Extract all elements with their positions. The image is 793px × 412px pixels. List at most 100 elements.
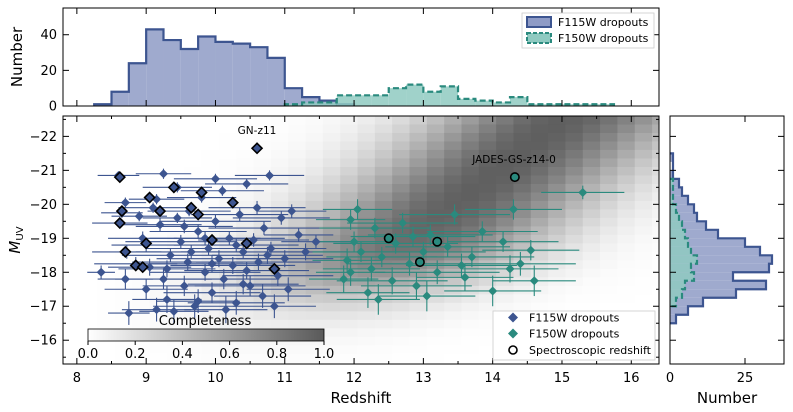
completeness-cell xyxy=(496,362,514,364)
right-outline-f115w xyxy=(670,152,774,325)
spec-point-f115w xyxy=(143,191,156,204)
completeness-cell xyxy=(374,217,393,227)
completeness-cell xyxy=(461,209,480,219)
completeness-cell xyxy=(166,319,185,329)
completeness-cell xyxy=(236,260,254,270)
completeness-cell xyxy=(409,319,428,329)
legend-marker-spec xyxy=(508,345,518,355)
completeness-cell xyxy=(461,116,480,125)
completeness-cell xyxy=(63,328,81,338)
completeness-cell xyxy=(270,149,289,159)
completeness-cell xyxy=(513,268,532,278)
completeness-cell xyxy=(97,302,116,312)
completeness-cell xyxy=(97,234,116,244)
completeness-cell xyxy=(600,362,618,364)
completeness-cell xyxy=(132,251,151,261)
completeness-cell xyxy=(513,200,532,210)
completeness-cell xyxy=(478,353,497,363)
completeness-cell xyxy=(548,217,566,227)
completeness-cell xyxy=(288,132,306,142)
top-bar-f150w xyxy=(492,102,510,106)
completeness-cell xyxy=(322,277,341,287)
completeness-cell xyxy=(513,251,532,261)
point-f115w xyxy=(266,243,276,253)
point-f150w xyxy=(366,264,376,274)
completeness-cell xyxy=(548,132,566,142)
point-f150w xyxy=(578,187,588,197)
completeness-cell xyxy=(184,243,203,253)
completeness-cell xyxy=(634,277,653,287)
completeness-cell xyxy=(374,277,393,287)
point-f115w xyxy=(224,233,234,243)
completeness-cell xyxy=(513,166,532,176)
colorbar-ticks: 0.0 0.2 0.4 0.6 0.8 1.0 xyxy=(78,341,334,362)
completeness-cell xyxy=(253,141,272,151)
completeness-cell xyxy=(305,319,324,329)
completeness-cell xyxy=(374,311,393,321)
completeness-cell xyxy=(201,166,220,176)
completeness-cell xyxy=(548,141,566,151)
completeness-cell xyxy=(253,200,272,210)
completeness-cell xyxy=(409,124,428,134)
completeness-cell xyxy=(63,277,81,287)
completeness-cell xyxy=(374,124,393,134)
completeness-cell xyxy=(652,175,659,185)
completeness-cell xyxy=(530,124,549,134)
completeness-cell xyxy=(374,226,393,236)
completeness-cell xyxy=(634,217,653,227)
completeness-cell xyxy=(530,302,549,312)
completeness-cell xyxy=(634,294,653,304)
completeness-cell xyxy=(184,116,203,125)
y-tick-label: −21 xyxy=(30,164,57,179)
completeness-cell xyxy=(357,124,376,134)
completeness-cell xyxy=(166,166,185,176)
point-f150w xyxy=(477,227,487,237)
completeness-cell xyxy=(548,251,566,261)
completeness-cell xyxy=(548,226,566,236)
completeness-cell xyxy=(617,217,636,227)
top-histogram-bars xyxy=(93,28,616,106)
completeness-cell xyxy=(114,166,133,176)
right-bar-f150w xyxy=(670,297,676,307)
completeness-cell xyxy=(288,183,306,193)
completeness-cell xyxy=(461,294,480,304)
point-f115w xyxy=(134,211,144,221)
completeness-cell xyxy=(340,251,358,261)
completeness-cell xyxy=(97,132,116,142)
completeness-cell xyxy=(478,166,497,176)
completeness-cell xyxy=(496,277,514,287)
completeness-cell xyxy=(392,149,410,159)
completeness-cell xyxy=(652,234,659,244)
completeness-cell xyxy=(374,132,393,142)
completeness-cell xyxy=(582,149,601,159)
completeness-cell xyxy=(288,311,306,321)
completeness-cell xyxy=(530,294,549,304)
completeness-cell xyxy=(600,277,618,287)
completeness-cell xyxy=(548,243,566,253)
completeness-cell xyxy=(496,132,514,142)
completeness-cell xyxy=(374,175,393,185)
completeness-cell xyxy=(409,226,428,236)
main-scatter-panel: 8 9 10 11 12 13 14 15 16 −16 −17 −18 −19 −20 −21 −22 Re… xyxy=(6,115,660,407)
legend-label-f115w: F115W dropouts xyxy=(529,312,620,325)
completeness-cell xyxy=(582,243,601,253)
completeness-cell xyxy=(478,362,497,364)
point-f150w xyxy=(387,276,397,286)
completeness-cell xyxy=(218,217,237,227)
completeness-cell xyxy=(357,277,376,287)
completeness-cell xyxy=(340,285,358,295)
point-f150w xyxy=(515,259,525,269)
completeness-cell xyxy=(548,175,566,185)
completeness-cell xyxy=(97,149,116,159)
completeness-cell xyxy=(652,192,659,202)
spec-point-f115w xyxy=(113,216,126,230)
completeness-cell xyxy=(218,183,237,193)
completeness-cell xyxy=(513,243,532,253)
completeness-cell xyxy=(97,226,116,236)
point-f115w xyxy=(207,259,217,269)
x-tick-label: 12 xyxy=(346,371,363,386)
completeness-cell xyxy=(114,116,133,125)
completeness-cell xyxy=(374,209,393,219)
completeness-cell xyxy=(270,183,289,193)
completeness-cell xyxy=(548,200,566,210)
